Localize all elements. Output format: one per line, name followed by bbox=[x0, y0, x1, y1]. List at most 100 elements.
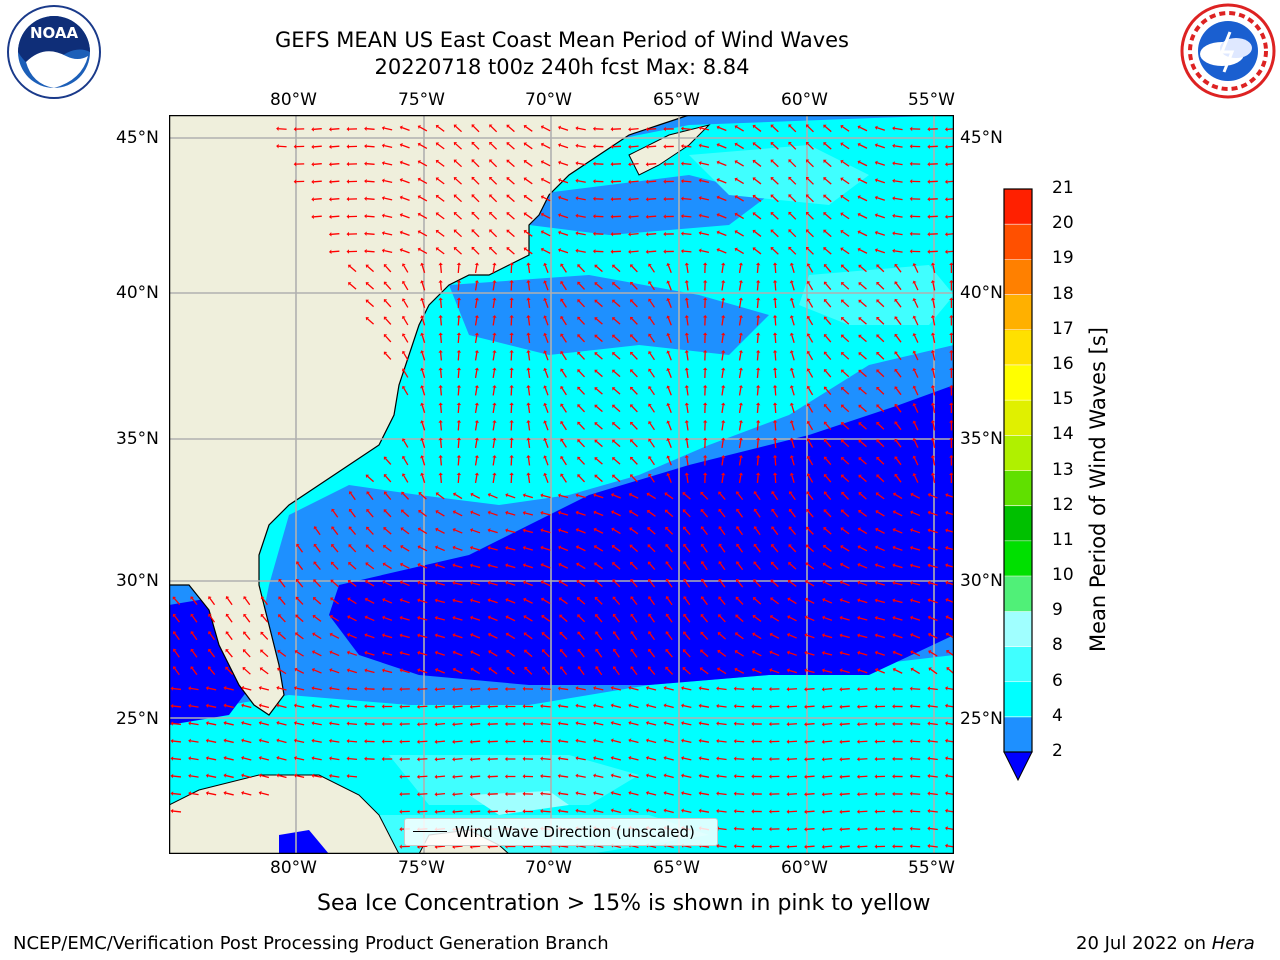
wind-wave-arrow-head bbox=[680, 213, 684, 219]
wind-wave-arrow bbox=[474, 264, 478, 274]
wind-wave-arrow bbox=[929, 564, 938, 569]
wind-wave-arrow-head bbox=[682, 509, 687, 513]
wind-wave-arrow bbox=[527, 457, 531, 466]
wind-wave-arrow bbox=[859, 511, 867, 517]
wind-wave-arrow bbox=[350, 510, 356, 518]
wind-wave-arrow bbox=[490, 668, 498, 675]
wind-wave-arrow-head bbox=[420, 297, 425, 301]
wind-wave-arrow-head bbox=[666, 385, 671, 389]
wind-wave-arrow-head bbox=[927, 528, 931, 533]
wind-wave-arrow-head bbox=[857, 633, 861, 638]
wind-wave-arrow bbox=[457, 352, 460, 361]
wind-wave-arrow-head bbox=[612, 317, 616, 321]
wind-wave-arrow bbox=[686, 457, 689, 466]
wind-wave-arrow-head bbox=[876, 474, 880, 478]
wind-wave-arrow bbox=[260, 739, 270, 744]
wind-wave-arrow-head bbox=[348, 526, 353, 530]
wind-wave-arrow bbox=[929, 634, 938, 639]
wind-wave-arrow bbox=[842, 528, 850, 535]
wind-wave-arrow-head bbox=[610, 773, 614, 778]
wind-wave-arrow bbox=[702, 527, 708, 536]
wind-wave-arrow-head bbox=[894, 263, 898, 268]
wind-wave-arrow-head bbox=[700, 649, 704, 653]
wind-wave-arrow bbox=[542, 598, 551, 605]
wind-wave-arrow-head bbox=[857, 230, 861, 235]
wind-wave-arrow-head bbox=[823, 212, 827, 216]
wind-wave-arrow bbox=[789, 195, 797, 203]
wind-wave-arrow-head bbox=[840, 142, 844, 147]
wind-wave-arrow-head bbox=[734, 142, 738, 147]
wind-wave-arrow-head bbox=[786, 739, 790, 744]
wind-wave-arrow-head bbox=[768, 826, 772, 832]
wind-wave-arrow-head bbox=[543, 455, 548, 459]
wind-wave-arrow-head bbox=[208, 648, 212, 653]
wind-wave-arrow-head bbox=[364, 650, 368, 655]
wind-wave-arrow-head bbox=[930, 385, 936, 389]
wind-wave-arrow bbox=[718, 775, 727, 778]
wind-wave-arrow-head bbox=[804, 827, 807, 832]
wind-wave-arrow-head bbox=[702, 350, 708, 353]
footer-date: 20 Jul 2022 on Hera bbox=[1076, 933, 1255, 954]
wind-wave-arrow bbox=[348, 705, 358, 708]
wind-wave-arrow bbox=[718, 827, 727, 831]
wind-wave-arrow bbox=[859, 196, 868, 202]
wind-wave-arrow-head bbox=[806, 473, 811, 477]
wind-wave-arrow-head bbox=[417, 142, 421, 147]
wind-wave-arrow bbox=[296, 633, 304, 640]
wind-wave-arrow-head bbox=[540, 528, 544, 533]
wind-wave-arrow bbox=[932, 439, 936, 449]
wind-wave-arrow-head bbox=[768, 721, 772, 727]
wind-wave-arrow bbox=[649, 563, 656, 570]
wind-wave-arrow-head bbox=[821, 844, 825, 850]
wind-wave-arrow bbox=[596, 615, 603, 623]
wind-wave-arrow-head bbox=[857, 650, 861, 656]
wind-wave-arrow bbox=[894, 250, 903, 253]
wind-wave-arrow bbox=[648, 687, 657, 691]
wind-wave-arrow-head bbox=[557, 756, 561, 761]
colorbar-title: Mean Period of Wind Waves [s] bbox=[1086, 327, 1110, 652]
wind-wave-arrow-head bbox=[540, 580, 544, 585]
wind-wave-arrow-head bbox=[666, 350, 671, 354]
wind-wave-arrow-head bbox=[630, 386, 634, 391]
wind-wave-arrow bbox=[419, 511, 427, 517]
wind-wave-arrow-head bbox=[789, 297, 794, 301]
wind-wave-arrow bbox=[454, 582, 463, 586]
wind-wave-arrow-head bbox=[716, 686, 719, 691]
wind-wave-arrow bbox=[384, 599, 393, 604]
wind-wave-arrow-head bbox=[823, 142, 827, 146]
wind-wave-arrow-head bbox=[894, 456, 898, 460]
wind-wave-arrow-head bbox=[752, 229, 756, 234]
wind-wave-arrow-head bbox=[787, 579, 792, 584]
wind-wave-arrow-head bbox=[577, 421, 581, 426]
wind-wave-arrow-head bbox=[190, 596, 194, 600]
wind-wave-arrow-head bbox=[927, 249, 930, 254]
wind-wave-arrow-head bbox=[894, 368, 898, 373]
wind-wave-arrow bbox=[895, 282, 902, 291]
wind-wave-arrow bbox=[859, 300, 867, 308]
wind-wave-arrow bbox=[842, 178, 850, 185]
wind-wave-arrow bbox=[756, 334, 759, 344]
wind-wave-arrow-head bbox=[381, 161, 385, 166]
wind-wave-arrow-head bbox=[702, 455, 708, 458]
wind-wave-arrow bbox=[718, 687, 727, 691]
wind-wave-arrow bbox=[841, 775, 850, 778]
wind-wave-arrow bbox=[472, 160, 480, 168]
footer-host: Hera bbox=[1211, 933, 1255, 954]
wind-wave-arrow-head bbox=[856, 687, 860, 692]
wind-wave-arrow-head bbox=[858, 299, 862, 304]
wind-wave-arrow bbox=[824, 599, 833, 604]
wind-wave-arrow-head bbox=[612, 474, 616, 479]
wind-wave-arrow-head bbox=[909, 214, 913, 219]
wind-wave-arrow bbox=[788, 669, 798, 674]
wind-wave-arrow-head bbox=[522, 791, 526, 797]
wind-wave-arrow-head bbox=[628, 720, 632, 726]
wind-wave-arrow-head bbox=[630, 439, 634, 443]
wind-wave-arrow bbox=[313, 687, 322, 691]
wind-wave-arrow bbox=[367, 492, 374, 501]
wind-wave-arrow-head bbox=[329, 668, 333, 673]
wind-wave-arrow bbox=[577, 792, 586, 796]
wind-wave-arrow-head bbox=[328, 162, 332, 167]
wind-wave-arrow bbox=[313, 740, 322, 743]
wind-wave-arrow-head bbox=[786, 809, 790, 814]
wind-wave-arrow-head bbox=[364, 214, 367, 219]
